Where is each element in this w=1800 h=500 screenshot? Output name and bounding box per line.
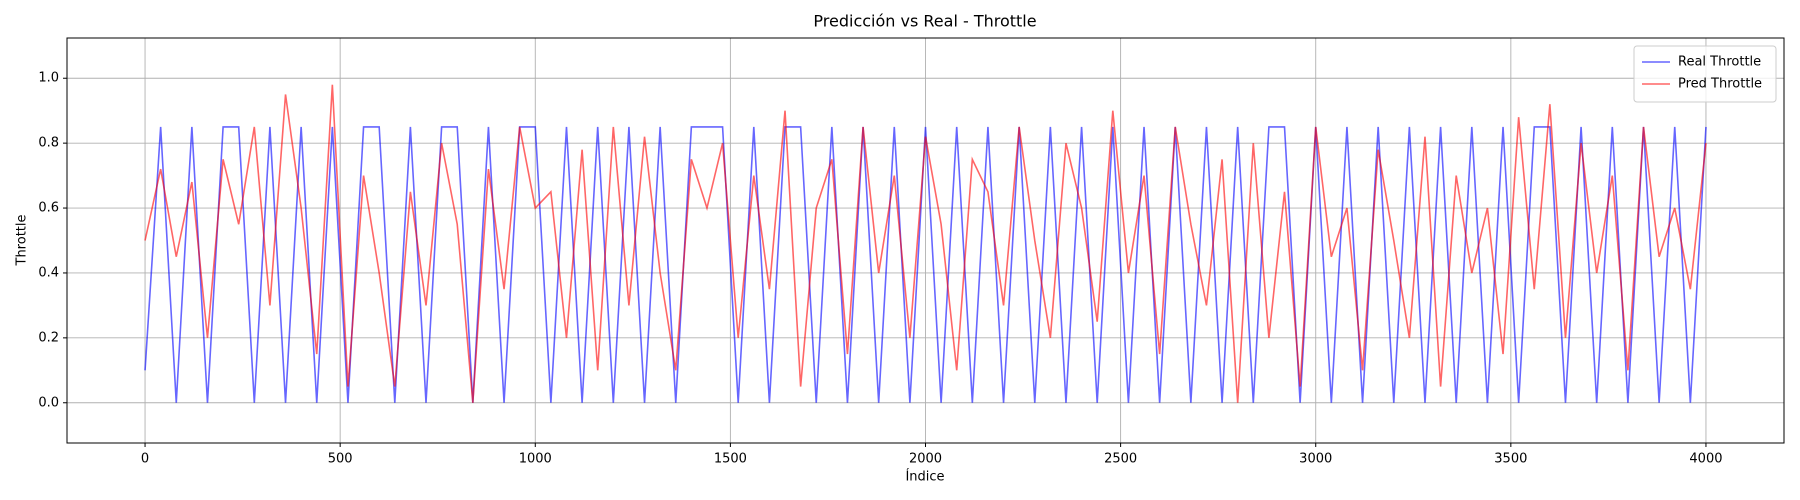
x-tick-label: 3000 — [1299, 452, 1332, 467]
y-tick-label: 1.0 — [38, 71, 59, 86]
plot-frame — [66, 37, 1785, 444]
legend-label: Pred Throttle — [1678, 77, 1762, 92]
x-tick-label: 2500 — [1104, 452, 1137, 467]
legend-box — [1633, 45, 1777, 103]
legend-label: Real Throttle — [1678, 55, 1761, 70]
y-tick-label: 0.0 — [38, 395, 59, 410]
y-tick-label: 0.6 — [38, 201, 59, 216]
y-axis-label: Throttle — [15, 215, 30, 267]
y-tick-label: 0.4 — [38, 265, 59, 280]
y-tick-label: 0.8 — [38, 136, 59, 151]
y-tick-label: 0.2 — [38, 330, 59, 345]
series-line — [144, 84, 1707, 403]
x-tick-label: 500 — [328, 452, 353, 467]
x-tick-label: 3500 — [1494, 452, 1527, 467]
x-tick-label: 2000 — [909, 452, 942, 467]
x-tick-label: 1500 — [714, 452, 747, 467]
x-tick-label: 4000 — [1689, 452, 1722, 467]
chart-title: Predicción vs Real - Throttle — [813, 12, 1036, 31]
series-line — [144, 126, 1707, 403]
x-axis-label: Índice — [905, 469, 944, 485]
x-tick-label: 1000 — [519, 452, 552, 467]
x-tick-label: 0 — [141, 452, 149, 467]
